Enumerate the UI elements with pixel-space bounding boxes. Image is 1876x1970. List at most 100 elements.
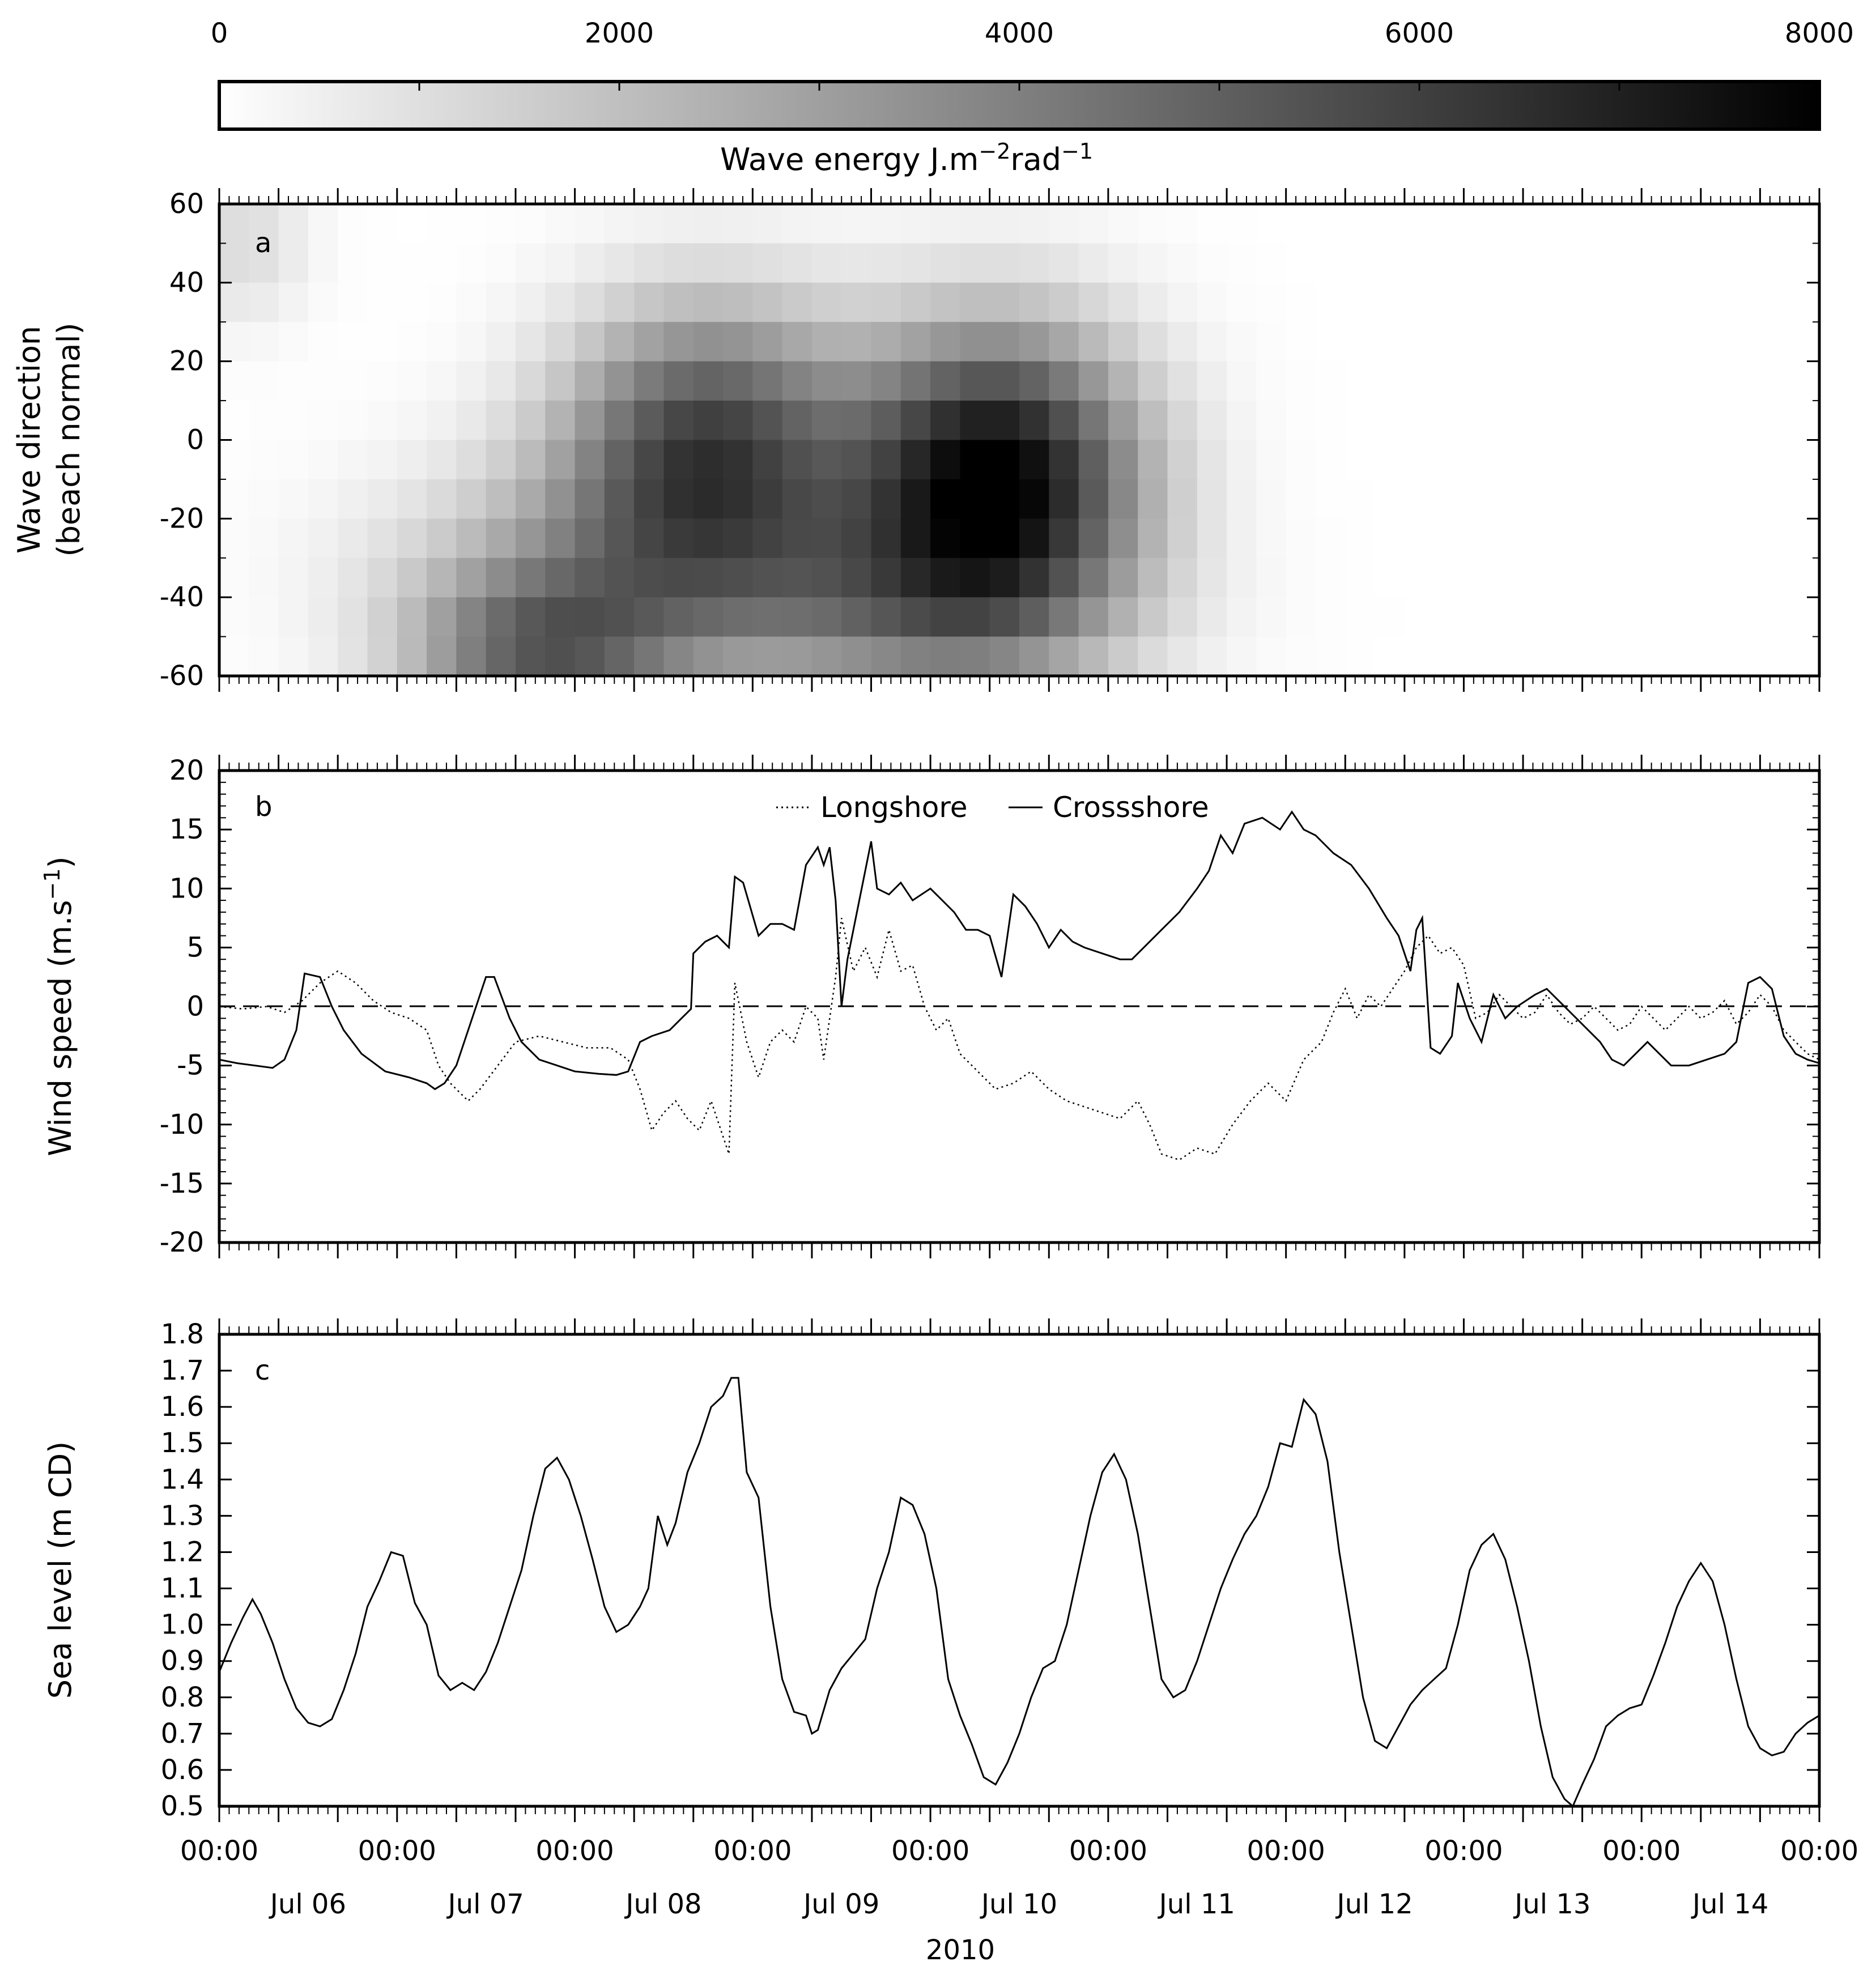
heatmap-cell <box>1493 636 1524 676</box>
heatmap-cell <box>1019 361 1050 402</box>
heatmap-cell <box>1315 440 1346 480</box>
heatmap-cell <box>782 518 812 559</box>
heatmap-cell <box>811 322 843 362</box>
heatmap-cell <box>249 401 279 441</box>
heatmap-cell <box>575 243 605 283</box>
heatmap-cell <box>693 636 724 676</box>
heatmap-cell <box>1197 361 1228 402</box>
heatmap-cell <box>634 322 665 362</box>
heatmap-cell <box>1138 204 1168 244</box>
heatmap-cell <box>1375 479 1405 520</box>
heatmap-cell <box>1315 401 1346 441</box>
heatmap-cell <box>575 597 605 637</box>
heatmap-cell <box>930 282 961 323</box>
heatmap-cell <box>1760 636 1790 676</box>
heatmap-cell <box>782 636 812 676</box>
heatmap-cell <box>841 558 872 598</box>
heatmap-cell <box>1375 558 1405 598</box>
heatmap-cell <box>1286 282 1316 323</box>
heatmap-cell <box>1167 322 1198 362</box>
heatmap-cell <box>486 558 516 598</box>
heatmap-cell <box>575 322 605 362</box>
heatmap-cell <box>1375 282 1405 323</box>
heatmap-cell <box>308 361 339 402</box>
heatmap-cell <box>752 361 783 402</box>
heatmap-cell <box>219 204 250 244</box>
heatmap-cell <box>1315 479 1346 520</box>
heatmap-cell <box>634 440 665 480</box>
panel-c-y-label: Sea level (m CD) <box>42 1441 78 1699</box>
heatmap-cell <box>871 361 901 402</box>
heatmap-cell <box>308 401 339 441</box>
heatmap-cell <box>604 479 635 520</box>
heatmap-cell <box>1315 518 1346 559</box>
heatmap-cell <box>752 597 783 637</box>
heatmap-cell <box>486 401 516 441</box>
heatmap-cell <box>575 636 605 676</box>
heatmap-cell <box>367 440 398 480</box>
heatmap-cell <box>1641 518 1672 559</box>
heatmap-cell <box>1375 243 1405 283</box>
heatmap-cell <box>1434 479 1465 520</box>
heatmap-cell <box>989 361 1020 402</box>
heatmap-cell <box>1315 204 1346 244</box>
y-tick-label: -15 <box>160 1168 204 1199</box>
x-time-label: 00:00 <box>1069 1835 1147 1867</box>
heatmap-cell <box>1197 243 1228 283</box>
heatmap-cell <box>278 479 309 520</box>
heatmap-cell <box>1611 243 1643 283</box>
heatmap-cell <box>1108 440 1139 480</box>
heatmap-cell <box>1789 322 1820 362</box>
heatmap-cell <box>397 518 428 559</box>
heatmap-cell <box>634 282 665 323</box>
y-tick-label: 1.4 <box>161 1463 204 1495</box>
heatmap-cell <box>1523 518 1554 559</box>
panel-b-frame <box>218 769 1821 1244</box>
heatmap-cell <box>1611 440 1643 480</box>
heatmap-cell <box>427 204 457 244</box>
heatmap-cell <box>1582 636 1613 676</box>
crossshore-line <box>219 810 1820 1091</box>
heatmap-cell <box>1404 440 1435 480</box>
heatmap-cell <box>219 558 250 598</box>
heatmap-cell <box>1108 636 1139 676</box>
heatmap-cell <box>1700 440 1732 480</box>
heatmap-cell <box>900 479 931 520</box>
colorbar-ticks: 0 2000 4000 6000 8000 <box>211 18 1854 91</box>
x-date-label: Jul 10 <box>980 1888 1057 1920</box>
heatmap-cell <box>515 636 546 676</box>
x-date-label: Jul 12 <box>1335 1888 1413 1920</box>
heatmap-cell <box>308 243 339 283</box>
heatmap-cell <box>1286 479 1316 520</box>
heatmap-cell <box>1019 479 1050 520</box>
heatmap-cell <box>486 597 516 637</box>
heatmap-cell <box>427 479 457 520</box>
heatmap-cell <box>545 401 576 441</box>
panel-c: 1.8 1.7 1.6 1.5 1.4 1.3 1.2 1.1 1.0 0.9 0.8 0.7 0.6 0… <box>42 1318 1821 1822</box>
heatmap-cell <box>1789 440 1820 480</box>
heatmap-cell <box>1760 597 1790 637</box>
heatmap-cell <box>1197 322 1228 362</box>
heatmap-cell <box>989 204 1020 244</box>
heatmap-cell <box>397 243 428 283</box>
heatmap-cell <box>1700 243 1732 283</box>
heatmap-cell <box>693 204 724 244</box>
heatmap-cell <box>308 636 339 676</box>
heatmap-cell <box>693 479 724 520</box>
heatmap-cell <box>219 479 250 520</box>
heatmap-cell <box>841 361 872 402</box>
heatmap-cell <box>1523 558 1554 598</box>
y-tick-label: 1.2 <box>161 1536 204 1568</box>
heatmap-cell <box>900 518 931 559</box>
heatmap-cell <box>456 282 487 323</box>
heatmap-cell <box>1671 636 1701 676</box>
heatmap-cell <box>1138 243 1168 283</box>
heatmap-cell <box>1138 361 1168 402</box>
heatmap-cell <box>1345 518 1376 559</box>
heatmap-cell <box>1552 518 1583 559</box>
heatmap-cell <box>515 282 546 323</box>
heatmap-cell <box>486 243 516 283</box>
colorbar-tick-label: 4000 <box>985 18 1054 49</box>
heatmap-cell <box>1197 636 1228 676</box>
heatmap-cell <box>663 479 694 520</box>
